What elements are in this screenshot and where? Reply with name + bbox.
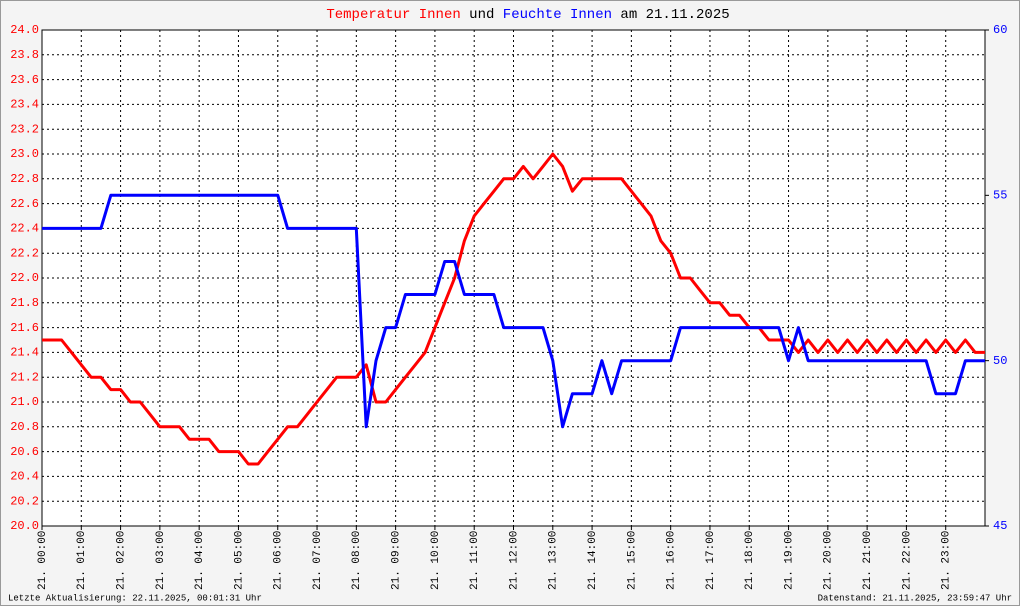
x-tick-label: 21. 20:00 — [823, 531, 835, 590]
y-tick-label: 22.4 — [10, 222, 39, 236]
x-tick-label: 21. 06:00 — [273, 531, 285, 590]
x-tick-label: 21. 08:00 — [351, 531, 363, 590]
x-tick-label: 21. 17:00 — [705, 531, 717, 590]
y-tick-label: 23.8 — [10, 48, 39, 62]
y-tick-label: 20.0 — [10, 519, 39, 533]
y-tick-label: 23.4 — [10, 98, 39, 112]
footer-right: Datenstand: 21.11.2025, 23:59:47 Uhr — [818, 593, 1012, 603]
y-tick-label: 21.8 — [10, 296, 39, 310]
x-tick-label: 21. 01:00 — [76, 531, 88, 590]
y-tick-label: 20.4 — [10, 470, 39, 484]
x-tick-label: 21. 19:00 — [783, 531, 795, 590]
x-tick-label: 21. 22:00 — [901, 531, 913, 590]
x-tick-label: 21. 14:00 — [587, 531, 599, 590]
title-series-2: Feuchte Innen — [503, 7, 612, 23]
title-date: am 21.11.2025 — [620, 7, 729, 23]
y-tick-label: 21.2 — [10, 370, 39, 384]
title-series-1: Temperatur Innen — [326, 7, 460, 23]
x-tick-label: 21. 11:00 — [469, 531, 481, 590]
y-tick-label: 22.2 — [10, 246, 39, 260]
y-tick-label: 21.6 — [10, 321, 39, 335]
y-tick-label: 21.0 — [10, 395, 39, 409]
y2-tick-label: 60 — [993, 23, 1007, 37]
x-tick-label: 21. 04:00 — [194, 531, 206, 590]
x-tick-label: 21. 18:00 — [744, 531, 756, 590]
y-tick-label: 22.8 — [10, 172, 39, 186]
x-tick-label: 21. 16:00 — [666, 531, 678, 590]
y2-tick-label: 45 — [993, 519, 1007, 533]
x-tick-label: 21. 10:00 — [430, 531, 442, 590]
y-tick-label: 20.2 — [10, 494, 39, 508]
x-tick-label: 21. 09:00 — [391, 531, 403, 590]
y2-tick-label: 55 — [993, 189, 1007, 203]
y-tick-label: 21.4 — [10, 346, 39, 360]
x-tick-label: 21. 12:00 — [508, 531, 520, 590]
series-line — [42, 193, 985, 429]
y-tick-label: 24.0 — [10, 23, 39, 37]
plot-border — [41, 29, 986, 527]
x-tick-label: 21. 13:00 — [548, 531, 560, 590]
y-tick-label: 23.2 — [10, 122, 39, 136]
x-tick-label: 21. 15:00 — [626, 531, 638, 590]
title-joiner: und — [469, 7, 494, 23]
y-tick-label: 23.6 — [10, 73, 39, 87]
x-tick-label: 21. 03:00 — [155, 531, 167, 590]
x-tick-label: 21. 00:00 — [37, 531, 49, 590]
chart-title: Temperatur Innen und Feuchte Innen am 21… — [326, 7, 729, 23]
x-tick-label: 21. 23:00 — [941, 531, 953, 590]
x-tick-label: 21. 02:00 — [115, 531, 127, 590]
footer-left: Letzte Aktualisierung: 22.11.2025, 00:01… — [8, 593, 262, 603]
y-tick-label: 23.0 — [10, 147, 39, 161]
y2-tick-label: 50 — [993, 354, 1007, 368]
y-tick-label: 20.6 — [10, 445, 39, 459]
series-line — [42, 152, 985, 466]
y-tick-label: 22.6 — [10, 197, 39, 211]
x-tick-label: 21. 05:00 — [233, 531, 245, 590]
y-tick-label: 20.8 — [10, 420, 39, 434]
x-tick-label: 21. 07:00 — [312, 531, 324, 590]
y-tick-label: 22.0 — [10, 271, 39, 285]
x-tick-label: 21. 21:00 — [862, 531, 874, 590]
